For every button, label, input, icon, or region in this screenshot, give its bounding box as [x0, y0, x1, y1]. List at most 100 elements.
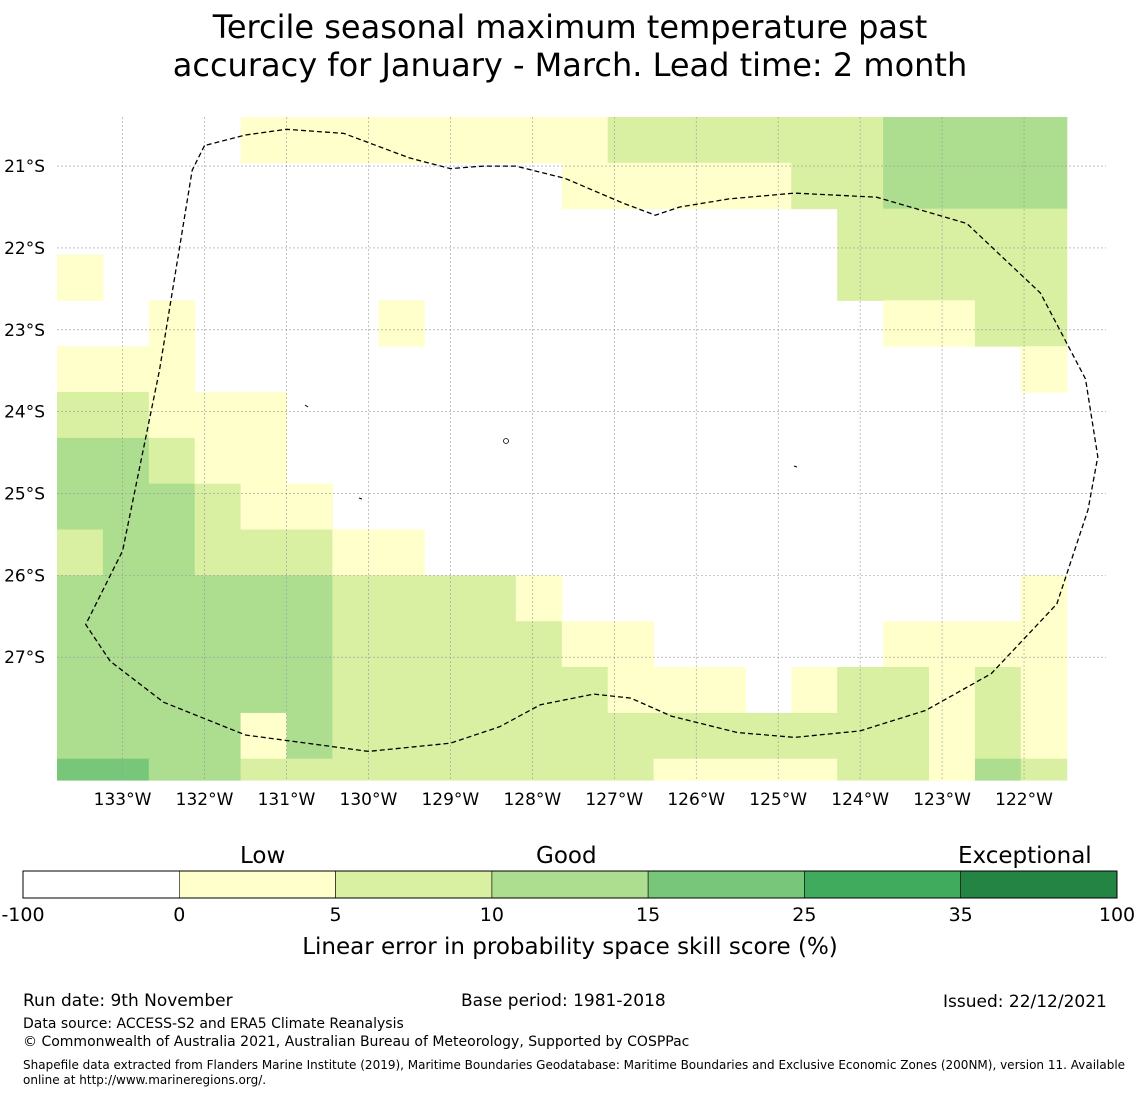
skill-cell [57, 392, 104, 439]
skill-cell [194, 483, 242, 531]
island-marker [793, 465, 798, 468]
skill-cell [286, 758, 333, 781]
skill-cell [57, 621, 104, 668]
skill-cell [424, 758, 471, 781]
skill-cell [515, 712, 563, 760]
shapefile-credit-line-2: online at http://www.marineregions.org/. [23, 1073, 267, 1087]
skill-cell [194, 712, 242, 760]
colorbar-tick-label: 25 [792, 904, 816, 926]
skill-cell [332, 575, 379, 622]
skill-cell [470, 712, 517, 760]
skill-cell [286, 529, 333, 576]
skill-cell [148, 300, 196, 347]
category-low-label: Low [240, 843, 286, 869]
skill-cell [883, 712, 930, 760]
skill-cell [929, 621, 976, 668]
skill-cell [883, 667, 930, 714]
skill-cell [837, 162, 884, 210]
skill-cell [470, 667, 517, 714]
colorbar-axis-label: Linear error in probability space skill … [302, 934, 838, 960]
skill-cell [791, 667, 838, 714]
skill-cell [148, 529, 196, 576]
skill-cell [929, 300, 976, 347]
skill-cell [240, 621, 288, 668]
skill-cell [699, 117, 746, 164]
skill-cell [515, 667, 563, 714]
skill-cell [194, 621, 242, 668]
skill-cell [561, 758, 609, 781]
skill-cell [974, 254, 1022, 301]
skill-cell [929, 254, 976, 301]
category-good-label: Good [536, 843, 597, 869]
longitude-tick-label: 127°W [585, 790, 643, 810]
latitude-tick-label: 24°S [4, 403, 45, 423]
skill-cell [1020, 162, 1068, 210]
skill-cell [929, 712, 976, 760]
skill-cell [102, 437, 150, 485]
skill-cell [102, 575, 150, 622]
skill-cell [378, 300, 425, 347]
skill-cell [240, 483, 288, 531]
skill-cell [148, 667, 196, 714]
skill-cell [240, 437, 288, 485]
skill-cell [561, 162, 609, 210]
skill-cell [1020, 575, 1068, 622]
skill-cell [332, 529, 379, 576]
skill-cell [286, 621, 333, 668]
skill-cell [102, 346, 150, 393]
skill-cell [194, 758, 242, 781]
skill-cell [929, 162, 976, 210]
skill-cell [240, 529, 288, 576]
colorbar-segment [179, 870, 336, 899]
skill-cell [378, 575, 425, 622]
skill-cell [791, 117, 838, 164]
colorbar-segment [647, 870, 805, 899]
skill-cell [57, 437, 104, 485]
longitude-tick-label: 128°W [503, 790, 561, 810]
skill-cell [1020, 712, 1068, 760]
skill-cell [57, 758, 104, 781]
skill-cell [378, 667, 425, 714]
skill-cell [194, 575, 242, 622]
skill-cell [470, 575, 517, 622]
skill-cell [286, 483, 333, 531]
skill-cell [240, 667, 288, 714]
skill-cell [148, 712, 196, 760]
skill-cell [470, 758, 517, 781]
skill-cell [745, 117, 792, 164]
skill-cell [837, 667, 884, 714]
skill-cell [378, 621, 425, 668]
skill-cell [837, 254, 884, 301]
skill-cell [515, 758, 563, 781]
title-line-2: accuracy for January - March. Lead time:… [172, 46, 968, 84]
colorbar-segment [491, 870, 649, 899]
colorbar-tick-label: 5 [330, 904, 342, 926]
skill-cell [1020, 621, 1068, 668]
colorbar-frame [22, 870, 1118, 899]
skill-cell [699, 667, 746, 714]
skill-cell [929, 208, 976, 256]
skill-cell [1020, 208, 1068, 256]
skill-cell [699, 162, 746, 210]
skill-cell [653, 667, 701, 714]
copyright: © Commonwealth of Australia 2021, Austra… [23, 1034, 690, 1050]
skill-cell [240, 758, 288, 781]
skill-cell [424, 621, 471, 668]
data-source: Data source: ACCESS-S2 and ERA5 Climate … [23, 1016, 404, 1032]
run-date: Run date: 9th November [23, 991, 233, 1011]
skill-cell [194, 529, 242, 576]
skill-cell [286, 712, 333, 760]
skill-cell [57, 667, 104, 714]
skill-cell [653, 712, 701, 760]
colorbar-tick-label: 100 [1099, 904, 1135, 926]
skill-cell [607, 621, 655, 668]
skill-cell [148, 392, 196, 439]
skill-cell [699, 758, 746, 781]
skill-cell [837, 712, 884, 760]
skill-cell [57, 529, 104, 576]
skill-cell [974, 712, 1022, 760]
colorbar-segment [335, 870, 493, 899]
skill-cell [1020, 117, 1068, 164]
skill-cell [883, 254, 930, 301]
